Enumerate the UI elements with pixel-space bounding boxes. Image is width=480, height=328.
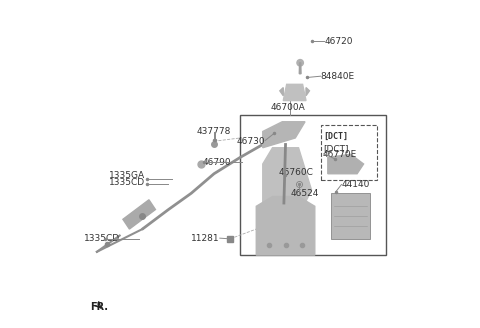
Text: FR.: FR. <box>90 302 108 312</box>
Polygon shape <box>256 196 315 255</box>
Text: 1335CD: 1335CD <box>109 178 145 187</box>
Text: 1335CD: 1335CD <box>84 234 120 243</box>
Text: [DCT]: [DCT] <box>323 144 348 153</box>
Polygon shape <box>300 63 301 74</box>
Text: 46700A: 46700A <box>271 103 305 112</box>
Bar <box>240 115 386 255</box>
Polygon shape <box>328 154 363 174</box>
Polygon shape <box>263 122 305 148</box>
Text: 46770E: 46770E <box>323 150 357 159</box>
Polygon shape <box>263 148 312 203</box>
Text: 46720: 46720 <box>324 37 353 46</box>
Text: 44140: 44140 <box>341 180 370 189</box>
Text: 46790: 46790 <box>203 158 231 167</box>
Text: 46760C: 46760C <box>279 168 314 177</box>
Text: 1335GA: 1335GA <box>109 171 145 180</box>
Text: 437778: 437778 <box>196 127 230 136</box>
Text: [DCT]: [DCT] <box>323 132 348 140</box>
Polygon shape <box>306 88 310 96</box>
Bar <box>321 125 377 180</box>
Circle shape <box>297 60 303 66</box>
Text: 84840E: 84840E <box>321 72 355 81</box>
Polygon shape <box>280 88 283 96</box>
Bar <box>331 193 370 239</box>
Text: 46730: 46730 <box>237 137 265 146</box>
Polygon shape <box>283 84 306 101</box>
Polygon shape <box>123 200 156 229</box>
Text: 11281: 11281 <box>191 234 220 243</box>
Text: 46524: 46524 <box>291 190 319 198</box>
